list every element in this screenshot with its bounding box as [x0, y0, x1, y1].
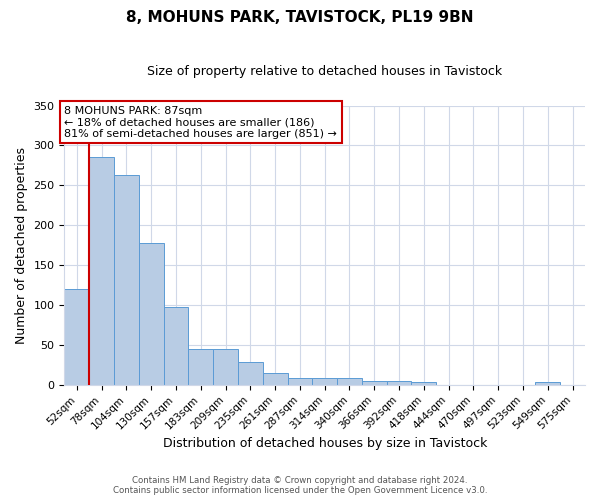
Bar [164, 308, 188, 385]
Bar [64, 289, 89, 385]
Bar [238, 362, 263, 385]
Bar [263, 373, 287, 385]
Bar [188, 349, 213, 385]
Bar [313, 378, 337, 385]
X-axis label: Distribution of detached houses by size in Tavistock: Distribution of detached houses by size … [163, 437, 487, 450]
Bar [213, 349, 238, 385]
Bar [139, 243, 164, 385]
Bar [535, 382, 560, 385]
Text: Contains HM Land Registry data © Crown copyright and database right 2024.
Contai: Contains HM Land Registry data © Crown c… [113, 476, 487, 495]
Bar [412, 382, 436, 385]
Bar [386, 381, 412, 385]
Bar [337, 378, 362, 385]
Bar [89, 158, 114, 385]
Bar [287, 378, 313, 385]
Title: Size of property relative to detached houses in Tavistock: Size of property relative to detached ho… [147, 65, 502, 78]
Bar [114, 175, 139, 385]
Text: 8, MOHUNS PARK, TAVISTOCK, PL19 9BN: 8, MOHUNS PARK, TAVISTOCK, PL19 9BN [126, 10, 474, 25]
Y-axis label: Number of detached properties: Number of detached properties [15, 146, 28, 344]
Bar [362, 381, 386, 385]
Text: 8 MOHUNS PARK: 87sqm
← 18% of detached houses are smaller (186)
81% of semi-deta: 8 MOHUNS PARK: 87sqm ← 18% of detached h… [64, 106, 337, 139]
